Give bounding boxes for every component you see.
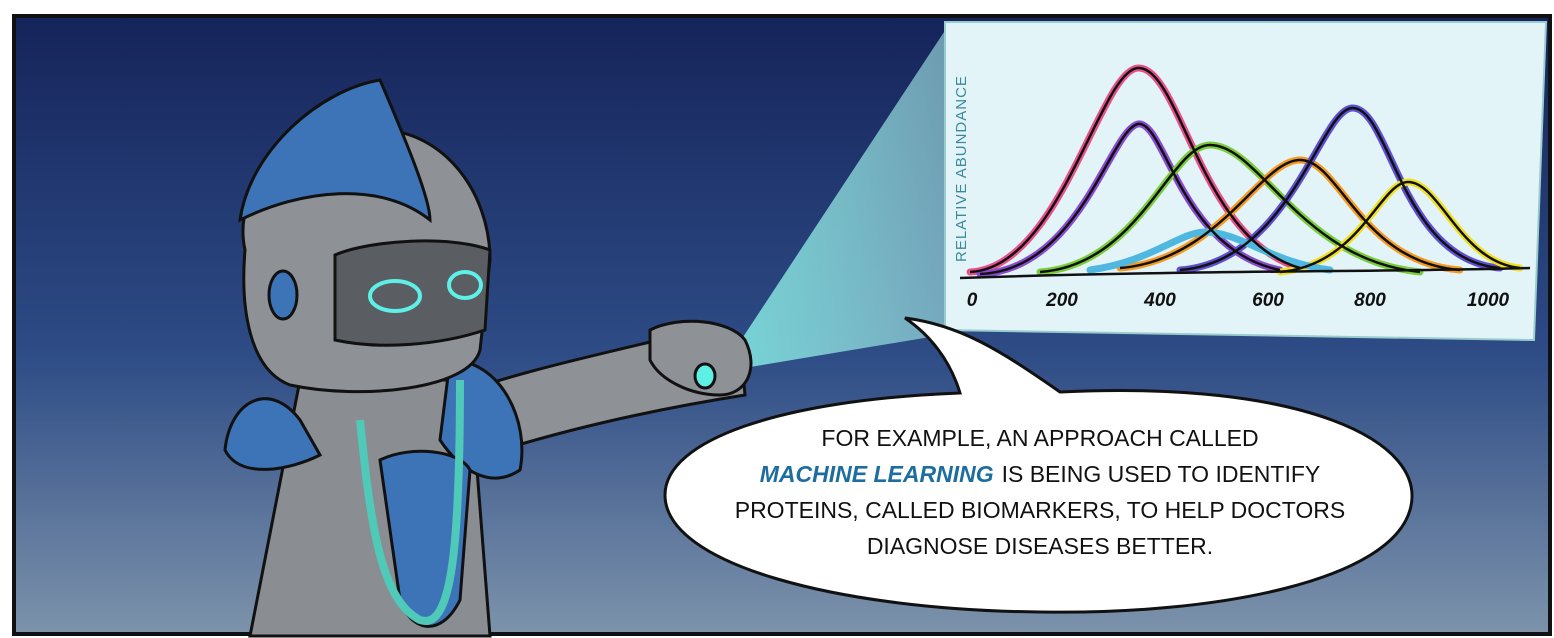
speech-line: FOR EXAMPLE, AN APPROACH CALLED [821,425,1258,451]
speech-line-part: IS BEING USED TO IDENTIFY [1002,461,1321,487]
x-tick-label: 0 [967,290,978,311]
emphasis: MACHINE LEARNING [760,461,994,487]
comic-panel: RELATIVE ABUNDANCE 0 200 400 600 800 1000 FOR… [0,0,1554,638]
y-axis-label: RELATIVE ABUNDANCE [953,75,970,262]
speech-line: DIAGNOSE DISEASES BETTER. [867,533,1213,559]
speech-line: MACHINE LEARNING IS BEING USED TO IDENTIF… [760,461,1321,487]
chart-inset [945,22,1546,340]
speech-line: PROTEINS, CALLED BIOMARKERS, TO HELP DOC… [735,497,1346,523]
x-tick-label: 400 [1143,290,1176,311]
x-tick-label: 600 [1252,290,1284,311]
x-tick-label: 1000 [1467,290,1510,311]
page: {"panel": { "inset": {"y_axis_label": "R… [0,0,1554,638]
x-tick-label: 200 [1045,290,1078,311]
x-tick-label: 800 [1354,290,1386,311]
